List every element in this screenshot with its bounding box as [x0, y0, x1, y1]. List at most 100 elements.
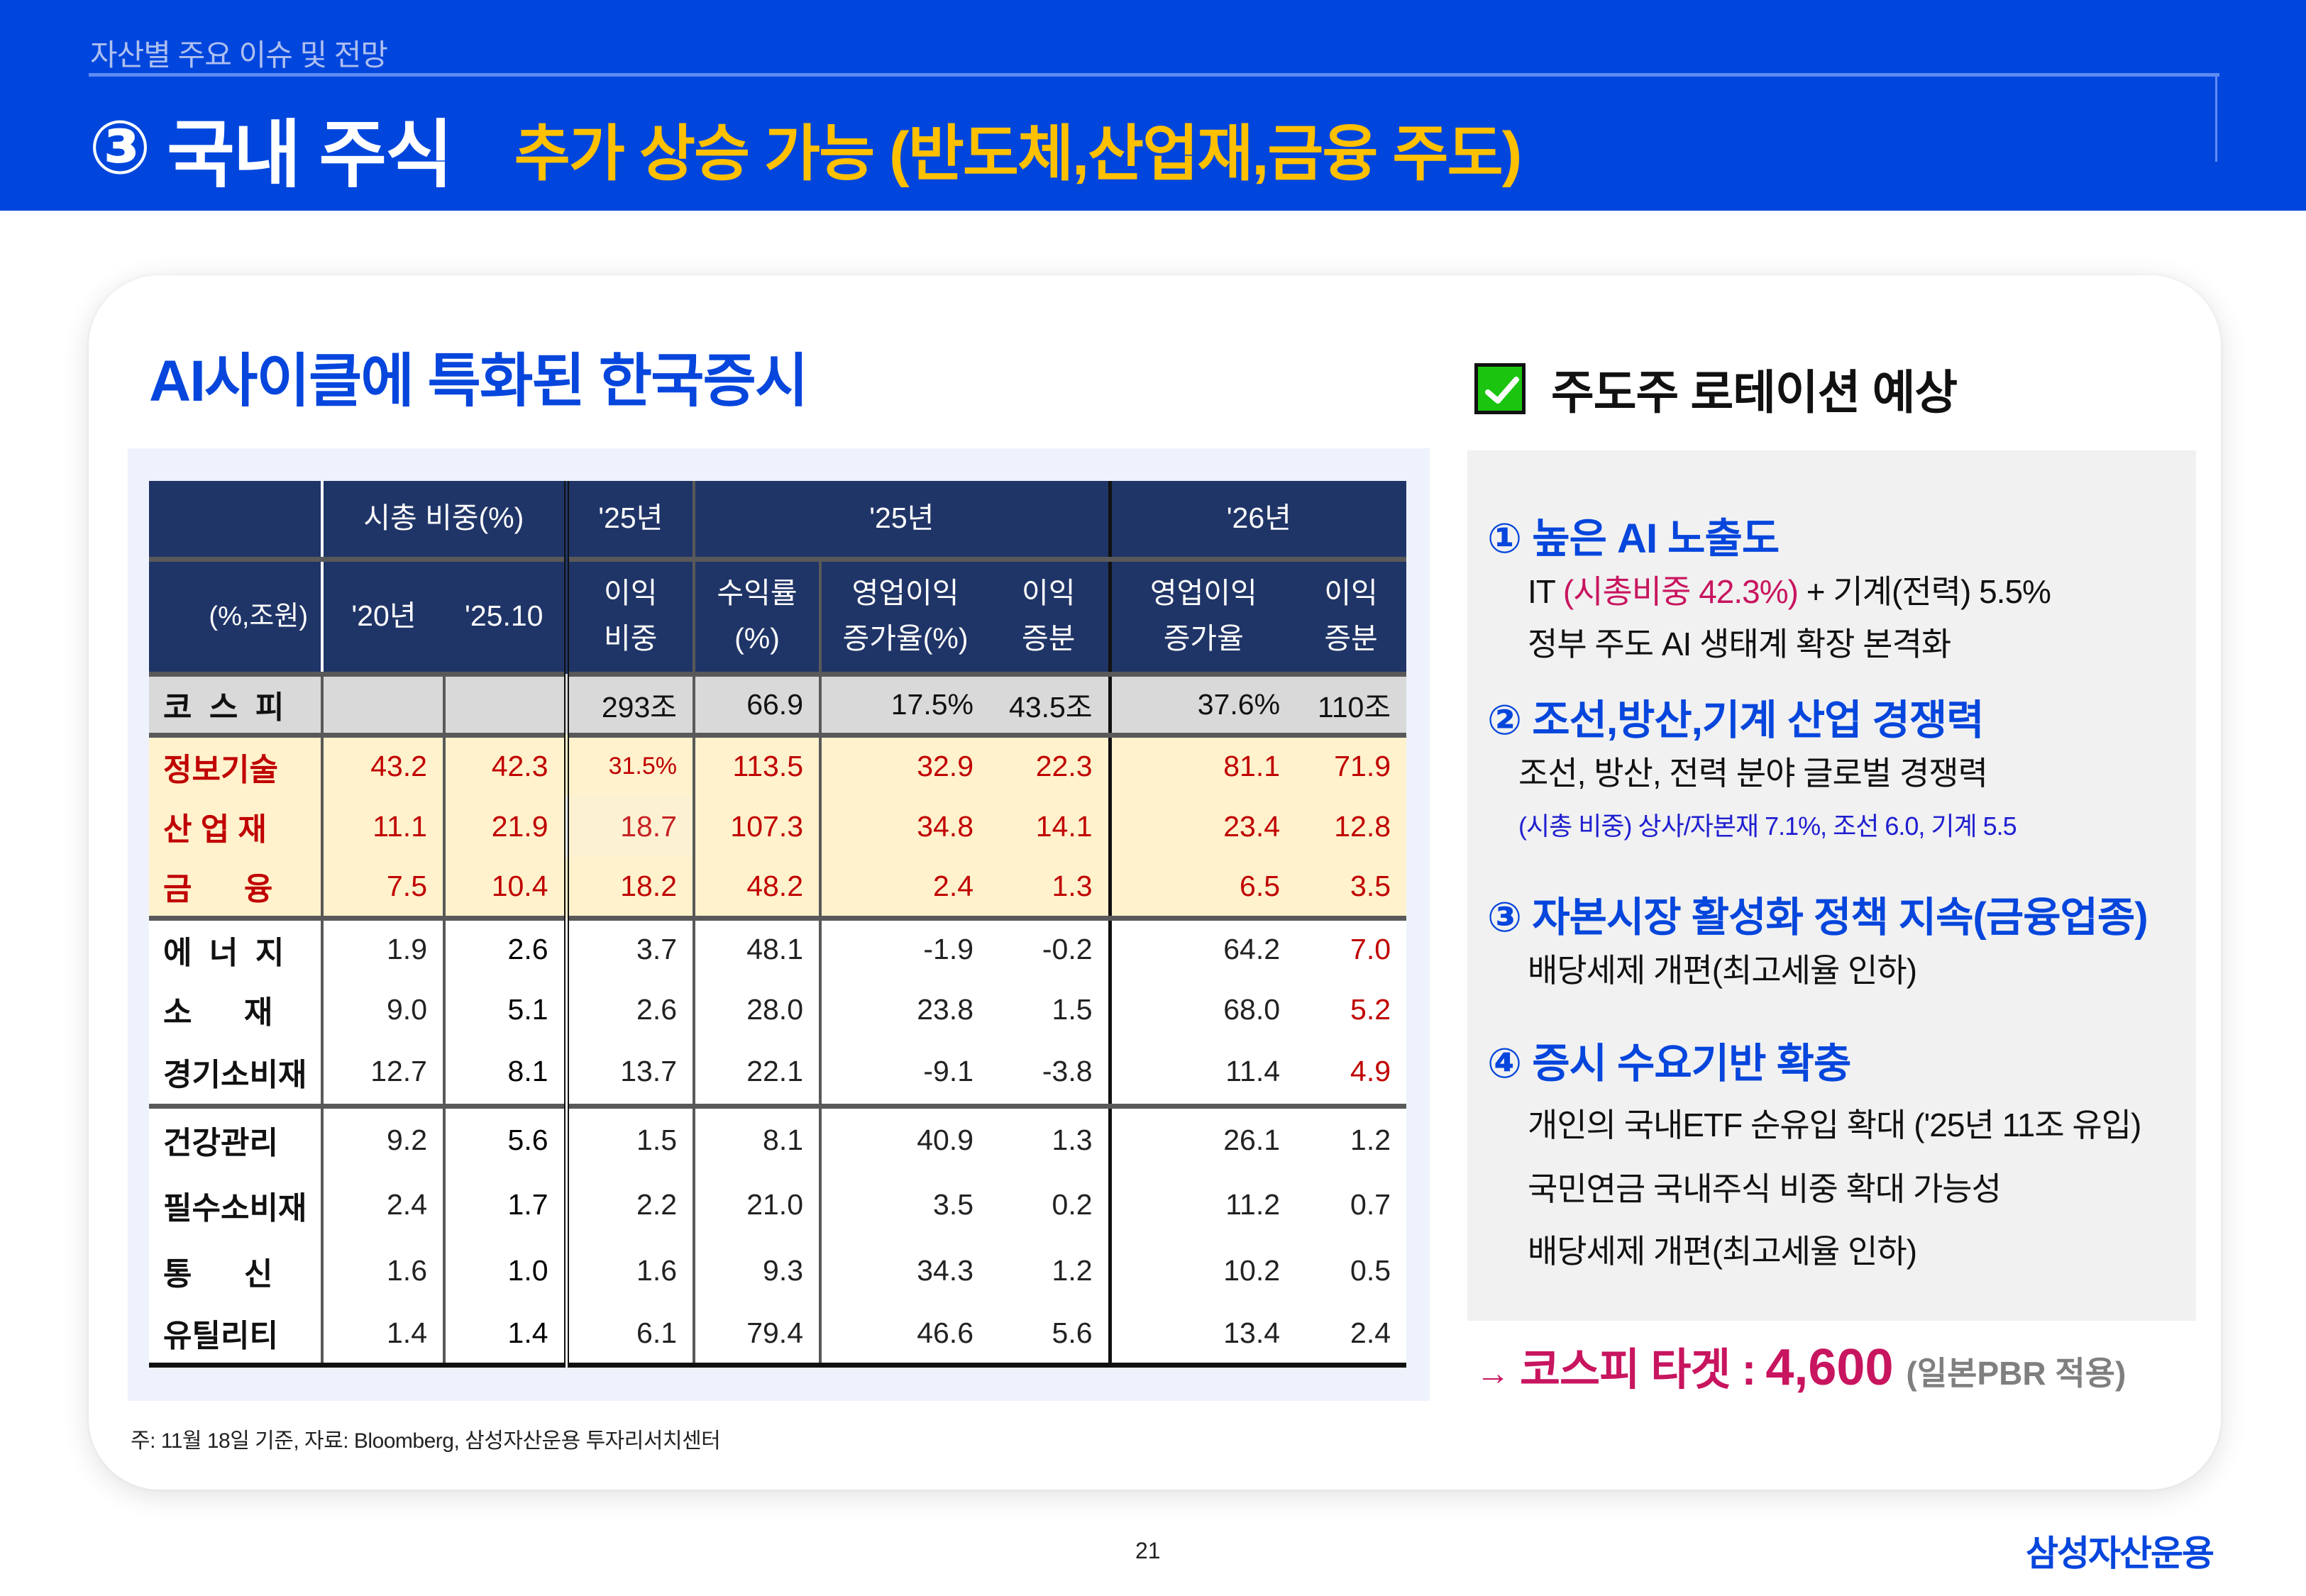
cell	[442, 671, 567, 735]
cell: 113.5	[693, 732, 821, 796]
target-value: 4,600	[1765, 1339, 1894, 1396]
header-26-group: '26년	[1108, 481, 1407, 559]
section-number: ③	[89, 107, 152, 189]
cell: 43.2	[321, 732, 444, 796]
cell: 28.0	[693, 979, 821, 1040]
header-profit-weight: 이익 비중	[563, 556, 695, 674]
table-row: 필수소비재 2.4 1.7 2.2 21.0 3.5 0.2 11.2 0.7	[149, 1172, 1407, 1238]
cell: 3.7	[563, 915, 695, 979]
cell: 9.0	[321, 979, 444, 1040]
header-profit-inc-25: 이익 증분	[989, 556, 1110, 674]
cell: 0.5	[1296, 1238, 1407, 1304]
section-label: 자산별 주요 이슈 및 전망	[90, 38, 388, 72]
point-4-line2: 국민연금 국내주식 비중 확대 가능성	[1528, 1170, 2002, 1207]
cell: 8.1	[442, 1040, 567, 1106]
cell: 2.2	[563, 1172, 695, 1238]
cell: 11.2	[1108, 1172, 1296, 1238]
cell: 21.0	[693, 1172, 821, 1238]
table-row: 산 업 재 11.1 21.9 18.7 107.3 34.8 14.1 23.…	[149, 796, 1407, 857]
cell: 66.9	[693, 671, 821, 735]
header-mcap-weight: 시총 비중(%)	[320, 481, 567, 559]
cell: 7.5	[321, 857, 444, 918]
table-row: 유틸리티 1.4 1.4 6.1 79.4 46.6 5.6 13.4 2.4	[149, 1304, 1407, 1368]
point-1-suffix: + 기계(전력) 5.5%	[1797, 573, 2051, 610]
header-op-growth-26: 영업이익 증가율	[1108, 556, 1296, 674]
point-1-line1: IT (시총비중 42.3%) + 기계(전력) 5.5%	[1528, 566, 2051, 613]
cell: 23.8	[819, 979, 990, 1040]
cell: 81.1	[1108, 732, 1296, 796]
row-name: 경기소비재	[149, 1040, 322, 1106]
point-4-title: ④ 증시 수요기반 확충	[1487, 1041, 1851, 1087]
cell: 5.1	[442, 979, 567, 1040]
source-footnote: 주: 11월 18일 기준, 자료: Bloomberg, 삼성자산운용 투자리…	[131, 1429, 721, 1453]
row-name: 코 스 피	[149, 671, 322, 735]
sector-table: 시총 비중(%) '25년 '25년 '26년 (%,조원) '20년 '25.…	[149, 481, 1407, 1368]
row-name: 필수소비재	[149, 1172, 322, 1238]
cell: -3.8	[989, 1040, 1110, 1106]
cell: 5.6	[442, 1103, 567, 1172]
cell: 40.9	[819, 1103, 990, 1172]
header-profit-inc-26: 이익 증분	[1296, 556, 1407, 674]
table-row: 경기소비재 12.7 8.1 13.7 22.1 -9.1 -3.8 11.4 …	[149, 1040, 1407, 1106]
header-25-single: '25년	[563, 481, 695, 559]
cell: 2.6	[563, 979, 695, 1040]
cell: 71.9	[1296, 732, 1407, 796]
cell: 14.1	[989, 796, 1110, 857]
cell: 23.4	[1108, 796, 1296, 857]
cell: 1.5	[563, 1103, 695, 1172]
cell: 11.4	[1108, 1040, 1296, 1106]
cell: 2.4	[321, 1172, 444, 1238]
table-row: 건강관리 9.2 5.6 1.5 8.1 40.9 1.3 26.1 1.2	[149, 1103, 1407, 1172]
cell: 79.4	[693, 1304, 821, 1368]
arrow-right-icon: →	[1476, 1355, 1510, 1392]
right-section-heading: 주도주 로테이션 예상	[1440, 339, 1958, 438]
cell: 68.0	[1108, 979, 1296, 1040]
cell: 6.5	[1108, 857, 1296, 918]
cell: -1.9	[819, 915, 990, 979]
cell: 1.9	[321, 915, 444, 979]
table-header-row-1: 시총 비중(%) '25년 '25년 '26년	[149, 481, 1407, 559]
cell	[321, 671, 444, 735]
table-row: 금 융 7.5 10.4 18.2 48.2 2.4 1.3 6.5 3.5	[149, 857, 1407, 918]
cell: 21.9	[442, 796, 567, 857]
point-4-line1: 개인의 국내ETF 순유입 확대 ('25년 11조 유입)	[1528, 1107, 2141, 1143]
table-row-kospi: 코 스 피 293조 66.9 17.5% 43.5조 37.6% 110조	[149, 671, 1407, 735]
cell: 5.2	[1296, 979, 1407, 1040]
cell: 293조	[563, 671, 695, 735]
cell: 22.1	[693, 1040, 821, 1106]
cell: 13.7	[563, 1040, 695, 1106]
header-return: 수익률 (%)	[693, 556, 821, 674]
point-2-title: ② 조선,방산,기계 산업 경쟁력	[1487, 697, 1985, 743]
cell: 1.2	[1296, 1103, 1407, 1172]
cell: 13.4	[1108, 1304, 1296, 1368]
point-1-line2: 정부 주도 AI 생태계 확장 본격화	[1528, 626, 1951, 663]
title-subtitle: 추가 상승 가능 (반도체,산업재,금융 주도)	[514, 119, 1523, 188]
rotation-panel	[1467, 450, 2196, 1321]
table-row: 소 재 9.0 5.1 2.6 28.0 23.8 1.5 68.0 5.2	[149, 979, 1407, 1040]
cell: 1.3	[989, 857, 1110, 918]
cell: -9.1	[819, 1040, 990, 1106]
cell: 31.5%	[563, 732, 695, 796]
cell: 43.5조	[989, 671, 1110, 735]
cell: 48.1	[693, 915, 821, 979]
cell: 5.6	[989, 1304, 1110, 1368]
cell: 34.3	[819, 1238, 990, 1304]
header-25-group: '25년	[693, 481, 1110, 559]
point-1-prefix: IT	[1528, 573, 1563, 610]
point-4-line3: 배당세제 개편(최고세율 인하)	[1528, 1233, 1917, 1270]
cell: -0.2	[989, 915, 1110, 979]
cell: 6.1	[563, 1304, 695, 1368]
green-check-icon	[1474, 363, 1526, 414]
point-3-title: ③ 자본시장 활성화 정책 지속(금융업종)	[1487, 894, 2148, 941]
cell: 107.3	[693, 796, 821, 857]
cell: 7.0	[1296, 915, 1407, 979]
table-row: 에 너 지 1.9 2.6 3.7 48.1 -1.9 -0.2 64.2 7.…	[149, 915, 1407, 979]
cell: 8.1	[693, 1103, 821, 1172]
cell: 17.5%	[819, 671, 990, 735]
cell: 12.7	[321, 1040, 444, 1106]
cell: 22.3	[989, 732, 1110, 796]
header-banner: 자산별 주요 이슈 및 전망 ③ 국내 주식 추가 상승 가능 (반도체,산업재…	[0, 0, 2306, 211]
cell: 0.7	[1296, 1172, 1407, 1238]
cell: 9.2	[321, 1103, 444, 1172]
cell: 2.4	[819, 857, 990, 918]
